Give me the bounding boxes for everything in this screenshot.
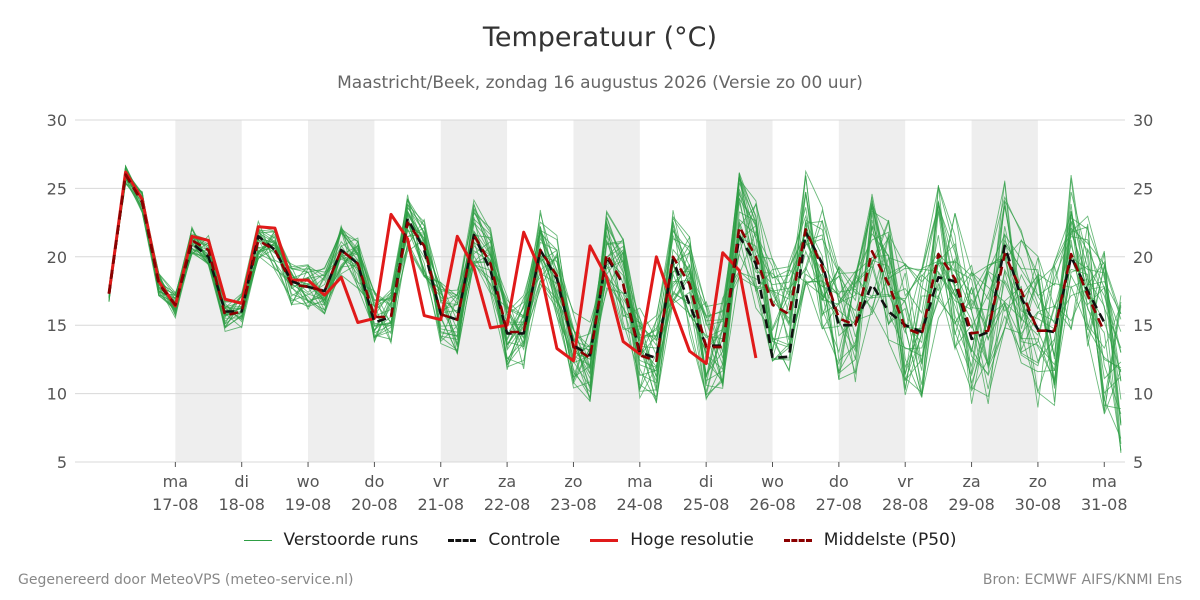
y-tick-right-25: 25 [1133,179,1153,198]
y-tick-right-10: 10 [1133,385,1153,404]
legend-swatch-ensemble [243,539,272,541]
chart-legend: Verstoorde runs Controle Hoge resolutie … [0,530,1200,550]
legend-item-control[interactable]: Controle [448,530,560,550]
legend-label-control: Controle [488,530,561,550]
y-tick-right-20: 20 [1133,248,1153,267]
x-tick-date-25-08: 25-08 [683,495,730,514]
x-tick-day-23-08: zo [564,472,582,491]
x-tick-date-26-08: 26-08 [749,495,796,514]
legend-item-median[interactable]: Middelste (P50) [783,530,957,550]
x-tick-date-28-08: 28-08 [882,495,929,514]
x-tick-date-20-08: 20-08 [351,495,398,514]
ensemble-member-line [108,177,1122,385]
y-tick-left-20: 20 [47,248,67,267]
x-tick-date-18-08: 18-08 [218,495,265,514]
footer-credit: Gegenereerd door MeteoVPS (meteo-service… [18,572,354,588]
x-tick-day-29-08: za [962,472,980,491]
x-tick-day-30-08: zo [1029,472,1047,491]
y-tick-right-30: 30 [1133,111,1153,130]
x-tick-date-30-08: 30-08 [1015,495,1062,514]
ensemble-member-line [108,169,1122,402]
x-tick-day-19-08: wo [297,472,320,491]
x-tick-date-19-08: 19-08 [285,495,332,514]
footer-source: Bron: ECMWF AIFS/KNMI Ens [982,572,1182,588]
ensemble-member-line [108,167,1122,388]
x-tick-date-21-08: 21-08 [418,495,465,514]
x-tick-day-25-08: di [699,472,714,491]
ensemble-member-line [108,170,1122,407]
legend-item-ensemble[interactable]: Verstoorde runs [243,530,419,550]
x-tick-day-28-08: vr [897,472,913,491]
x-tick-date-22-08: 22-08 [484,495,531,514]
legend-swatch-control [448,538,477,542]
series-line-control [107,173,1106,360]
x-tick-day-22-08: za [498,472,516,491]
x-tick-day-17-08: ma [163,472,188,491]
x-tick-date-27-08: 27-08 [816,495,863,514]
x-tick-day-31-08: ma [1092,472,1117,491]
legend-swatch-hires [590,538,619,542]
legend-label-hires: Hoge resolutie [630,530,754,550]
legend-label-median: Middelste (P50) [823,530,957,550]
y-tick-left-10: 10 [47,385,67,404]
x-tick-day-24-08: ma [627,472,652,491]
legend-label-ensemble: Verstoorde runs [283,530,419,550]
x-tick-day-26-08: wo [761,472,784,491]
series-line-median [107,173,1106,363]
legend-swatch-median [783,538,812,542]
day-band-17-08 [175,120,242,462]
y-tick-left-30: 30 [47,111,67,130]
x-tick-date-24-08: 24-08 [617,495,664,514]
y-tick-right-15: 15 [1133,316,1153,335]
y-tick-left-25: 25 [47,179,67,198]
x-tick-date-17-08: 17-08 [152,495,199,514]
x-tick-day-20-08: do [364,472,384,491]
x-tick-day-27-08: do [829,472,849,491]
x-tick-date-31-08: 31-08 [1081,495,1128,514]
chart-title: Temperatuur (°C) [482,22,718,53]
y-tick-left-15: 15 [47,316,67,335]
ensemble-member-line [108,172,1122,390]
series-line-hires [107,170,758,365]
x-tick-day-18-08: di [234,472,249,491]
x-tick-date-29-08: 29-08 [948,495,995,514]
y-tick-right-5: 5 [1133,453,1143,472]
x-tick-date-23-08: 23-08 [550,495,597,514]
chart-subtitle: Maastricht/Beek, zondag 16 augustus 2026… [337,73,863,93]
ensemble-member-line [108,164,1122,452]
y-tick-left-5: 5 [57,453,67,472]
legend-item-hires[interactable]: Hoge resolutie [590,530,754,550]
x-tick-day-21-08: vr [433,472,449,491]
